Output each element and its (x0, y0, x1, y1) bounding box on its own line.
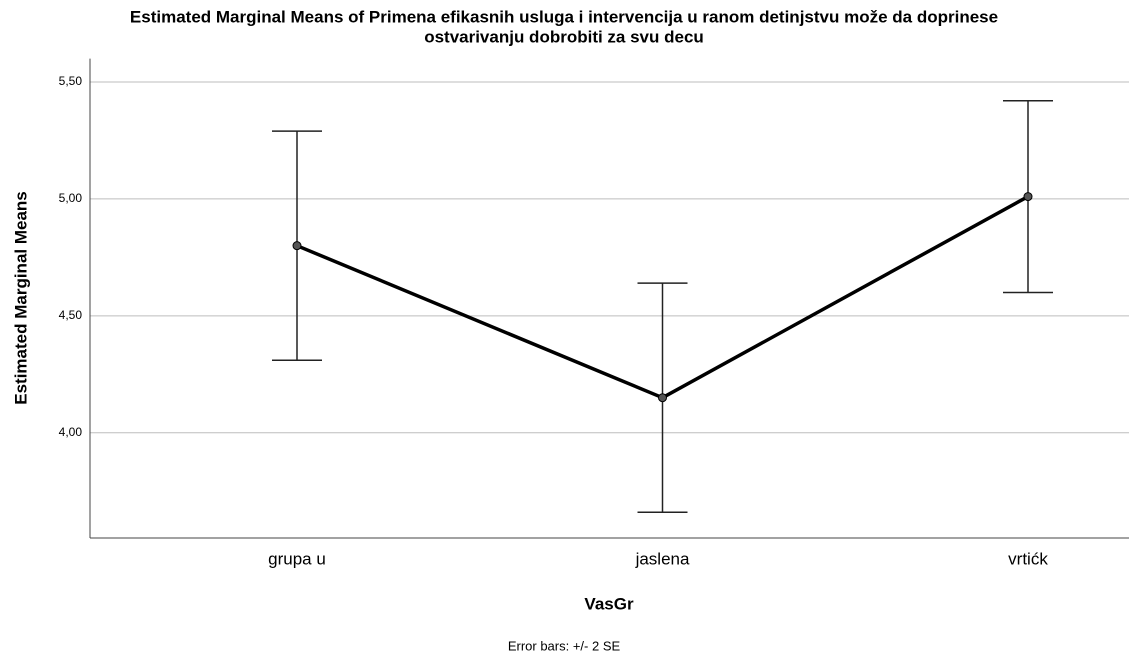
x-axis-label: VasGr (584, 594, 634, 613)
y-tick-label: 4,00 (59, 425, 83, 439)
x-tick-label: vrtićk (1008, 549, 1048, 568)
x-tick-label: grupa u (268, 549, 326, 568)
y-tick-label: 5,50 (59, 74, 83, 88)
y-tick-label: 5,00 (59, 191, 83, 205)
y-tick-label: 4,50 (59, 308, 83, 322)
annotation: Error bars: +/- 2 SE (508, 638, 621, 653)
x-tick-label: jaslena (635, 549, 690, 568)
marker (658, 393, 667, 403)
chart-title: Estimated Marginal Means of Primena efik… (130, 7, 998, 26)
y-axis-label: Estimated Marginal Means (11, 191, 30, 405)
marker (1023, 192, 1033, 202)
chart-title: ostvarivanju dobrobiti za svu decu (424, 27, 704, 46)
marker (292, 241, 302, 251)
